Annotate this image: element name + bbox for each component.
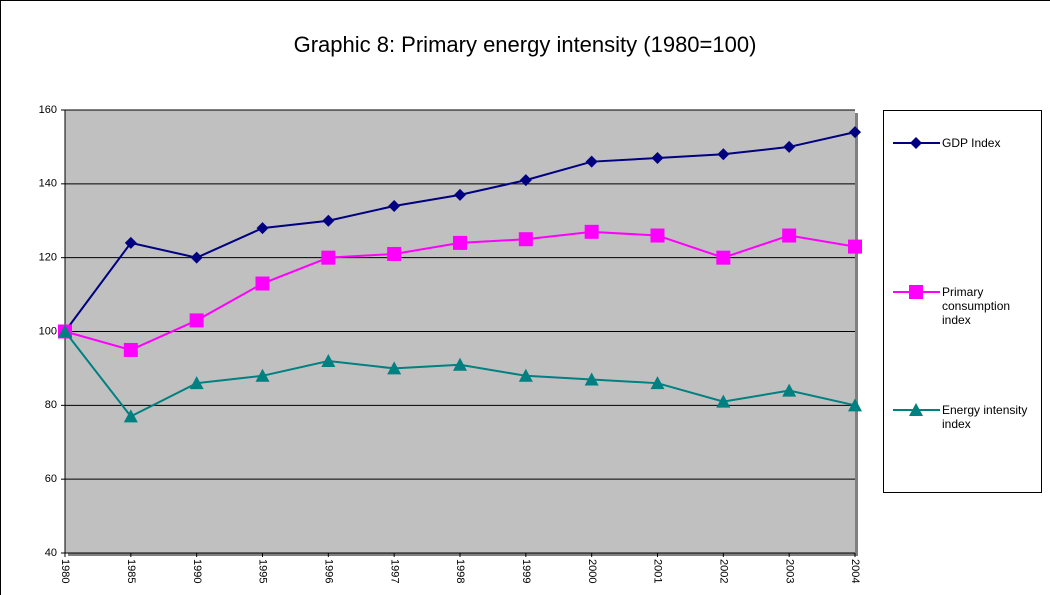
- x-tick-label: 2000: [586, 559, 598, 583]
- data-point: [322, 214, 335, 227]
- data-point: [651, 151, 664, 164]
- x-tick-label: 2002: [717, 559, 729, 583]
- data-point: [848, 398, 862, 412]
- data-point: [716, 394, 731, 408]
- y-tick-label: 60: [45, 473, 57, 485]
- data-point: [585, 155, 598, 168]
- legend-marker: [909, 403, 923, 416]
- y-tick-label: 40: [45, 547, 57, 559]
- data-point: [190, 251, 203, 264]
- data-point: [388, 199, 401, 212]
- data-point: [584, 224, 599, 239]
- legend-label: Primary consumption index: [942, 285, 1011, 327]
- x-tick-label: 1995: [257, 559, 269, 583]
- x-tick-label: 1998: [454, 559, 466, 583]
- data-point: [189, 313, 204, 328]
- legend-marker: [910, 137, 922, 149]
- y-tick-label: 120: [39, 252, 57, 264]
- x-tick-label: 1990: [191, 559, 203, 583]
- data-point: [650, 228, 665, 243]
- data-point: [387, 246, 402, 261]
- data-point: [58, 324, 72, 338]
- data-point: [189, 376, 204, 390]
- y-tick-label: 140: [39, 178, 57, 190]
- data-point: [584, 372, 599, 386]
- x-tick-label: 1997: [388, 559, 400, 583]
- chart-title: Graphic 8: Primary energy intensity (198…: [294, 32, 757, 57]
- legend-label: Energy intensity index: [942, 403, 1028, 431]
- data-point: [123, 409, 138, 423]
- x-tick-label: 2001: [652, 559, 664, 583]
- data-point: [124, 236, 137, 249]
- data-point: [321, 250, 336, 265]
- data-point: [782, 228, 797, 243]
- data-point: [717, 148, 730, 161]
- y-tick-label: 100: [39, 325, 57, 337]
- data-point: [387, 361, 402, 375]
- data-point: [650, 376, 665, 390]
- data-point: [123, 342, 138, 357]
- data-point: [849, 126, 861, 139]
- y-tick-label: 160: [39, 104, 57, 116]
- data-point: [782, 383, 797, 397]
- y-tick-label: 80: [45, 399, 57, 411]
- data-point: [518, 232, 533, 247]
- x-tick-label: 1999: [520, 559, 532, 583]
- data-point: [848, 239, 862, 254]
- legend-box: [883, 110, 1042, 493]
- data-point: [255, 276, 270, 291]
- data-point: [454, 188, 466, 201]
- data-point: [519, 174, 532, 187]
- x-tick-label: 1980: [59, 559, 71, 583]
- data-point: [453, 235, 467, 250]
- data-point: [321, 354, 336, 368]
- x-tick-label: 1985: [125, 559, 137, 583]
- x-tick-label: 2004: [849, 559, 861, 583]
- data-point: [783, 140, 796, 153]
- legend-marker: [909, 285, 923, 299]
- data-point: [716, 250, 731, 265]
- data-point: [453, 357, 467, 371]
- x-tick-label: 1996: [322, 559, 334, 583]
- data-point: [256, 222, 269, 235]
- data-point: [518, 368, 533, 382]
- x-tick-label: 2003: [783, 559, 795, 583]
- legend-label: GDP Index: [942, 136, 1001, 150]
- data-point: [255, 368, 270, 382]
